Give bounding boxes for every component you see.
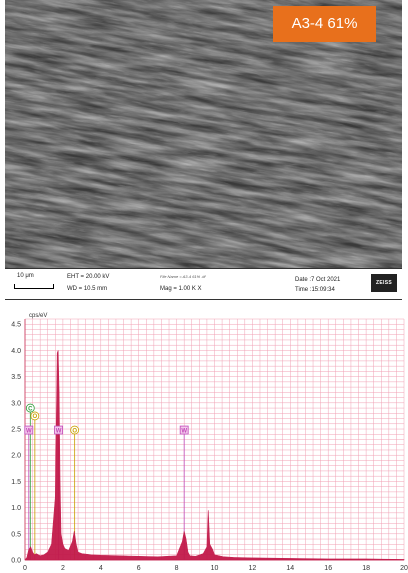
magnification: Mag = 1.00 K X [160,286,202,292]
file-name: File Name = A3-4 61% .tif [160,274,206,279]
element-marker-label: C [28,406,33,412]
element-markers: COW W O W [24,403,189,435]
element-marker-label: W [181,428,187,434]
x-tick-label: 18 [362,565,370,572]
scale-bar [14,284,54,289]
capture-time: Time :15:09:34 [295,287,335,293]
capture-date: Date :7 Oct 2021 [295,277,341,283]
element-marker-box [179,425,189,435]
element-marker-label: O [33,414,38,420]
x-tick-label: 8 [175,565,179,572]
scale-bar-label: 10 μm [17,273,34,279]
y-tick-label: 4.5 [11,322,21,329]
x-tick-label: 20 [400,565,408,572]
y-tick-label: 3.5 [11,374,21,381]
y-tick-label: 0.0 [11,558,21,565]
zeiss-logo: ZEISS [371,274,397,292]
x-tick-labels: 0 2 4 6 8 10 12 14 16 18 20 [23,565,408,572]
y-axis-label: cps/eV [29,313,47,319]
x-tick-label: 2 [61,565,65,572]
y-tick-label: 2.0 [11,453,21,460]
wd-value: WD = 10.5 mm [67,286,108,292]
grid [24,318,405,561]
x-tick-label: 12 [249,565,257,572]
x-tick-label: 16 [324,565,332,572]
eht-value: EHT = 20.00 kV [67,274,110,280]
y-tick-label: 1.5 [11,479,21,486]
spectrum [24,350,405,561]
x-tick-label: 6 [137,565,141,572]
x-tick-label: 10 [211,565,219,572]
eds-spectrum-chart: 0.0 0.5 1.0 1.5 2.0 2.5 3.0 3.5 4.0 4.5 0 2 4 6 8 10 12… [11,313,408,572]
x-tick-label: 14 [286,565,294,572]
y-tick-label: 4.0 [11,348,21,355]
y-tick-label: 1.0 [11,505,21,512]
x-tick-label: 0 [23,565,27,572]
y-tick-labels: 0.0 0.5 1.0 1.5 2.0 2.5 3.0 3.5 4.0 4.5 [11,322,21,565]
element-marker-circle [30,411,40,421]
element-marker-label: W [56,428,62,434]
x-tick-label: 4 [99,565,103,572]
sample-label-badge: A3-4 61% [273,6,376,42]
y-tick-label: 0.5 [11,531,21,538]
element-marker-circle [70,425,80,435]
y-tick-label: 2.5 [11,427,21,434]
spectrum-area [24,350,405,561]
y-tick-label: 3.0 [11,400,21,407]
element-marker-label: O [72,428,77,434]
sem-info-bar: 10 μm EHT = 20.00 kV WD = 10.5 mm File N… [5,268,402,300]
element-marker-box [24,425,34,435]
element-marker-box [54,425,63,435]
element-marker-label: W [26,428,32,434]
element-marker-circle [25,403,35,413]
